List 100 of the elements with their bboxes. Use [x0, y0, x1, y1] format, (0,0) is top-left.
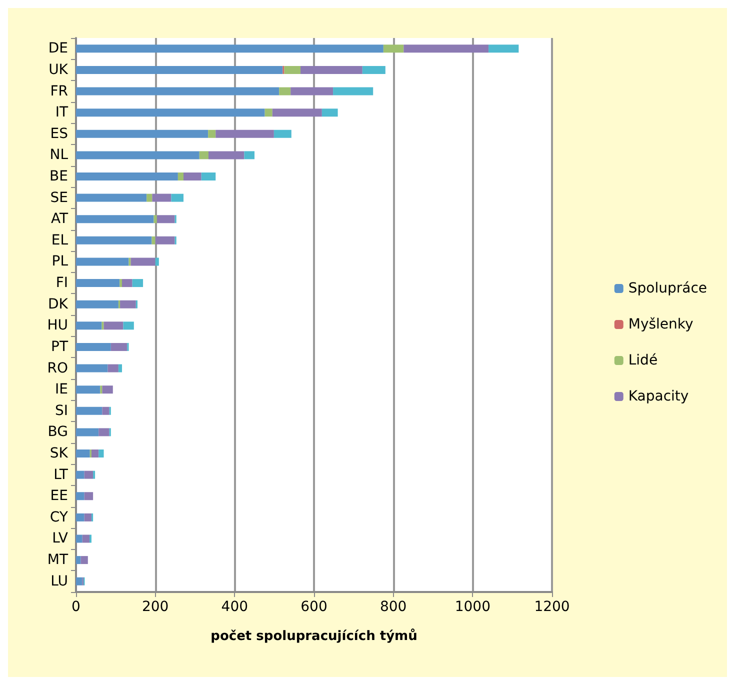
bar	[274, 130, 292, 138]
y-tick-label: UK	[48, 62, 69, 78]
bar	[76, 364, 108, 372]
bar	[183, 172, 202, 180]
bar	[76, 577, 82, 586]
y-tick-label: ES	[50, 126, 68, 142]
x-tick-label: 400	[221, 599, 248, 615]
x-tick-label: 600	[300, 599, 328, 615]
y-tick-label: EE	[50, 488, 68, 504]
y-tick-label: LV	[52, 530, 68, 547]
y-tick-label: FI	[56, 275, 68, 292]
bar	[76, 108, 265, 117]
y-tick-label: DE	[48, 40, 68, 57]
bar	[279, 87, 291, 96]
y-tick-label: IE	[55, 382, 68, 398]
bar	[84, 470, 94, 479]
bar	[76, 492, 84, 500]
x-tick-label: 200	[142, 599, 169, 615]
x-tick-label: 1200	[534, 599, 570, 615]
legend-label: Lidé	[628, 352, 658, 368]
bar	[98, 450, 104, 458]
bar	[264, 108, 272, 117]
bar	[91, 450, 99, 458]
bar	[201, 172, 216, 180]
y-tick-label: LT	[54, 466, 68, 483]
bar	[146, 194, 152, 202]
bar	[76, 386, 100, 394]
bar	[110, 342, 128, 351]
y-tick-label: NL	[50, 147, 68, 164]
bar	[76, 300, 118, 308]
y-tick-label: DK	[48, 296, 69, 312]
bar	[98, 428, 110, 436]
bar	[383, 44, 404, 53]
x-axis-title: počet spolupracujících týmů	[210, 628, 418, 644]
legend-label: Kapacity	[628, 388, 689, 404]
bar	[290, 87, 334, 96]
x-tick-label: 800	[380, 599, 407, 615]
bar	[333, 87, 374, 96]
bar	[76, 87, 280, 96]
y-tick-label: LU	[50, 573, 68, 590]
bar	[76, 44, 384, 53]
bar	[76, 513, 84, 522]
bar	[76, 172, 178, 180]
bar	[130, 258, 156, 266]
bar	[216, 130, 274, 138]
y-tick-label: BG	[48, 424, 68, 440]
bar	[208, 130, 216, 138]
y-tick-label: PL	[52, 254, 68, 270]
bar	[284, 66, 301, 74]
bar	[156, 215, 175, 224]
bar	[244, 151, 254, 160]
bar	[102, 406, 110, 415]
bar	[84, 492, 94, 500]
bar	[82, 534, 90, 543]
bar	[76, 151, 200, 160]
y-tick-label: EL	[51, 232, 68, 248]
y-tick-label: BE	[50, 168, 68, 184]
bar	[152, 236, 156, 244]
bar	[80, 556, 88, 564]
y-tick-label: IT	[55, 104, 68, 121]
bar	[132, 279, 144, 288]
bar	[155, 258, 159, 266]
bar	[171, 194, 184, 202]
bar	[488, 44, 519, 53]
legend-label: Myšlenky	[628, 316, 694, 332]
bar	[362, 66, 386, 74]
y-tick-label: SI	[54, 402, 68, 419]
y-tick-label: SE	[50, 190, 68, 206]
y-tick-label: MT	[47, 552, 68, 568]
bar	[76, 406, 102, 415]
bar	[76, 279, 120, 288]
y-tick-label: RO	[47, 360, 68, 376]
y-tick-label: HU	[47, 318, 68, 334]
y-tick-label: CY	[50, 509, 68, 526]
bar	[102, 386, 113, 394]
bar	[76, 194, 147, 202]
bar	[76, 428, 99, 436]
bar	[76, 322, 102, 330]
bar	[76, 556, 81, 564]
y-tick-label: PT	[51, 338, 68, 355]
bar	[76, 130, 208, 138]
bar	[322, 108, 338, 117]
bar	[84, 513, 92, 522]
bar	[120, 300, 136, 308]
bar	[404, 44, 489, 53]
y-tick-label: FR	[50, 83, 68, 100]
x-tick-label: 1000	[454, 599, 490, 615]
bar	[178, 172, 184, 180]
y-tick-label: AT	[50, 211, 68, 228]
bar	[76, 215, 154, 224]
bar	[155, 236, 175, 244]
bar	[123, 322, 134, 330]
bar	[76, 66, 283, 74]
bar	[300, 66, 362, 74]
bar	[120, 279, 122, 288]
legend-label: Spolupráce	[628, 280, 708, 296]
bar	[76, 450, 90, 458]
x-tick-label: 0	[72, 599, 80, 615]
bar	[152, 194, 172, 202]
bar	[118, 364, 122, 372]
